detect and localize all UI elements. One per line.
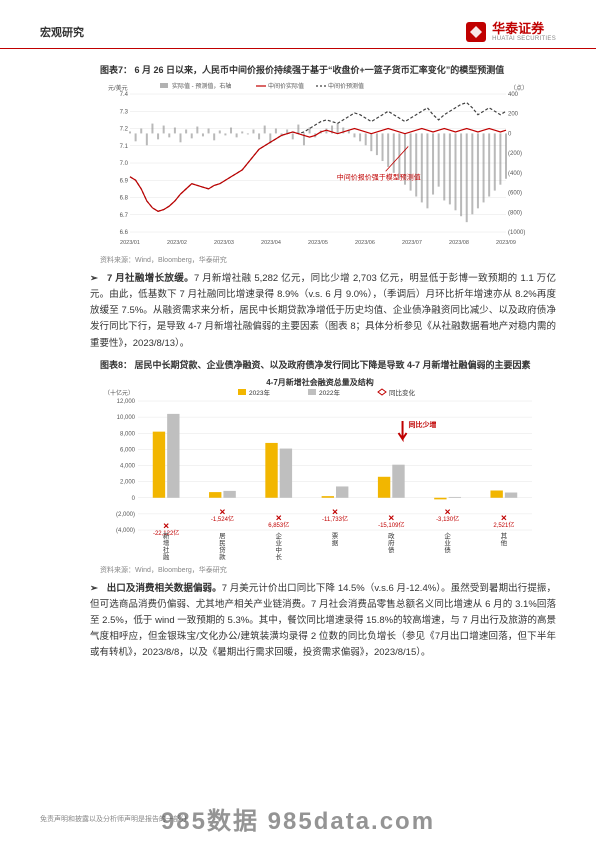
svg-text:业: 业 — [275, 538, 282, 547]
section-title: 宏观研究 — [40, 24, 84, 40]
svg-text:业: 业 — [444, 538, 451, 547]
svg-text:0: 0 — [508, 131, 512, 137]
svg-text:据: 据 — [332, 538, 339, 547]
svg-text:债: 债 — [388, 545, 395, 554]
svg-text:-15,109亿: -15,109亿 — [378, 520, 404, 528]
svg-text:其: 其 — [501, 532, 508, 540]
svg-text:-1,524亿: -1,524亿 — [211, 514, 234, 522]
para2-body: 7 月美元计价出口同比下降 14.5%（v.s.6 月-12.4%）。虽然受到暑… — [90, 583, 556, 659]
paragraph-1: ➢ 7 月社融增长放缓。7 月新增社融 5,282 亿元，同比少增 2,703 … — [90, 271, 556, 352]
svg-text:融: 融 — [163, 552, 170, 560]
svg-text:2023/04: 2023/04 — [261, 240, 281, 246]
logo-en: HUATAI SECURITIES — [492, 36, 556, 43]
svg-text:400: 400 — [508, 92, 519, 98]
para1-lead: 7 月社融增长放缓。 — [107, 273, 194, 284]
svg-text:0: 0 — [132, 495, 136, 501]
svg-text:社: 社 — [163, 545, 170, 554]
svg-text:8,000: 8,000 — [120, 431, 136, 437]
huatai-logo-icon — [464, 20, 488, 44]
svg-text:10,000: 10,000 — [117, 415, 136, 421]
svg-text:（点）: （点） — [510, 84, 528, 92]
svg-text:7.2: 7.2 — [120, 127, 129, 133]
svg-text:(400): (400) — [508, 171, 522, 177]
svg-text:(200): (200) — [508, 151, 522, 157]
para1-body: 7 月新增社融 5,282 亿元，同比少增 2,703 亿元，明显低于彭博一致预… — [90, 273, 556, 349]
svg-text:4,000: 4,000 — [120, 463, 136, 469]
svg-text:7.3: 7.3 — [120, 109, 129, 115]
fig8-title: 图表8： 居民中长期贷款、企业债净融资、以及政府债净发行同比下降是导致 4-7 … — [100, 358, 556, 371]
svg-text:增: 增 — [163, 538, 170, 547]
svg-text:2023/06: 2023/06 — [355, 240, 375, 246]
svg-text:款: 款 — [219, 552, 226, 560]
watermark: 985数据 985data.com — [0, 801, 596, 836]
svg-text:200: 200 — [508, 112, 519, 118]
svg-text:6.6: 6.6 — [120, 230, 129, 236]
fig7-chart: 6.6 6.7 6.8 6.9 7.0 7.1 7.2 7.3 7.4 (1000) (800) (6… — [100, 80, 540, 253]
svg-text:6.8: 6.8 — [120, 196, 129, 202]
svg-text:2023/02: 2023/02 — [167, 240, 187, 246]
svg-text:(1000): (1000) — [508, 230, 525, 236]
svg-text:6.9: 6.9 — [120, 178, 129, 184]
svg-text:中间价报价强于模型预测值: 中间价报价强于模型预测值 — [337, 173, 421, 182]
svg-text:2023/09: 2023/09 — [496, 240, 516, 246]
svg-text:2023/08: 2023/08 — [449, 240, 469, 246]
svg-text:企: 企 — [444, 531, 451, 540]
paragraph-2: ➢ 出口及消费相关数据偏弱。7 月美元计价出口同比下降 14.5%（v.s.6 … — [90, 581, 556, 662]
svg-text:中间价预测值: 中间价预测值 — [328, 82, 364, 90]
svg-text:同比少增: 同比少增 — [409, 420, 437, 429]
svg-text:-3,130亿: -3,130亿 — [436, 514, 459, 522]
svg-text:新: 新 — [163, 531, 170, 540]
svg-text:6,853亿: 6,853亿 — [268, 520, 289, 528]
svg-text:-11,733亿: -11,733亿 — [322, 514, 348, 522]
svg-text:长: 长 — [275, 552, 282, 560]
svg-text:2022年: 2022年 — [319, 388, 340, 397]
fig7-title: 图表7： 6 月 26 日以来，人民币中间价报价持续强于基于“收盘价+一篮子货币… — [100, 63, 556, 76]
svg-text:12,000: 12,000 — [117, 399, 136, 405]
logo-cn: 华泰证券 — [492, 22, 556, 36]
page-header: 宏观研究 华泰证券 HUATAI SECURITIES — [0, 0, 596, 49]
para2-lead: 出口及消费相关数据偏弱。 — [107, 583, 222, 594]
svg-text:民: 民 — [219, 539, 226, 547]
svg-text:票: 票 — [332, 532, 339, 540]
svg-text:2,521亿: 2,521亿 — [493, 520, 514, 528]
svg-text:6.7: 6.7 — [120, 213, 129, 219]
brand-logo: 华泰证券 HUATAI SECURITIES — [464, 20, 556, 44]
svg-text:中: 中 — [275, 545, 282, 554]
fig7-source: 资料来源：Wind，Bloomberg，华泰研究 — [100, 255, 556, 265]
svg-text:7.1: 7.1 — [120, 144, 129, 150]
svg-text:中间价实际值: 中间价实际值 — [268, 82, 304, 90]
svg-text:7.0: 7.0 — [120, 161, 129, 167]
svg-text:(2,000): (2,000) — [116, 512, 135, 518]
svg-text:2023/05: 2023/05 — [308, 240, 328, 246]
fig8-chart: 4-7月新增社会融资总量及结构 (4,000) (2,000) 0 2,000 4,000… — [100, 375, 540, 563]
svg-text:2023年: 2023年 — [249, 388, 270, 397]
svg-text:(4,000): (4,000) — [116, 528, 135, 534]
svg-text:7.4: 7.4 — [120, 92, 129, 98]
svg-text:2023/03: 2023/03 — [214, 240, 234, 246]
svg-text:2023/07: 2023/07 — [402, 240, 422, 246]
svg-text:(600): (600) — [508, 191, 522, 197]
svg-text:居: 居 — [219, 532, 226, 540]
svg-text:4-7月新增社会融资总量及结构: 4-7月新增社会融资总量及结构 — [266, 377, 374, 387]
svg-text:府: 府 — [388, 538, 395, 547]
bullet-icon: ➢ — [90, 273, 98, 284]
svg-text:政: 政 — [388, 531, 395, 540]
svg-text:贷: 贷 — [219, 545, 226, 554]
svg-text:他: 他 — [501, 538, 508, 547]
bullet-icon: ➢ — [90, 583, 98, 594]
svg-text:实际值 - 预测值，右轴: 实际值 - 预测值，右轴 — [172, 82, 231, 90]
svg-text:6,000: 6,000 — [120, 447, 136, 453]
svg-text:（十亿元）: （十亿元） — [104, 389, 134, 397]
svg-text:元/美元: 元/美元 — [108, 84, 128, 92]
svg-text:同比变化: 同比变化 — [389, 388, 416, 397]
svg-text:2023/01: 2023/01 — [120, 240, 140, 246]
svg-text:2,000: 2,000 — [120, 479, 136, 485]
svg-text:(800): (800) — [508, 210, 522, 216]
svg-text:债: 债 — [444, 545, 451, 554]
svg-text:企: 企 — [275, 531, 282, 540]
fig8-source: 资料来源：Wind，Bloomberg，华泰研究 — [100, 565, 556, 575]
